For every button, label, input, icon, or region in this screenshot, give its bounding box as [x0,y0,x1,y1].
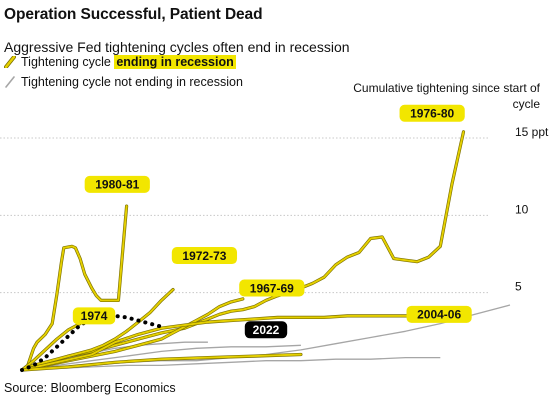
series-label-text-2022: 2022 [253,323,280,337]
series-label-text-1976-80: 1976-80 [410,107,454,121]
legend-label-non-recession: Tightening cycle not ending in recession [21,75,243,89]
series-line-unlabeled-6 [21,353,302,371]
series-line-outline-1976-80 [20,130,466,372]
series-line-2004-06 [21,314,442,371]
series-label-bg-1967-69 [239,279,305,297]
series-label-text-2004-06: 2004-06 [417,308,461,322]
chart-subtitle: Aggressive Fed tightening cycles often e… [4,39,350,55]
series-label-1972-73: 1972-73 [171,247,238,265]
series-label-1974: 1974 [72,307,116,325]
series-line-non-recession-8 [21,344,301,371]
source-note: Source: Bloomberg Economics [4,381,176,395]
series-label-bg-2004-06 [406,305,472,323]
series-label-bg-1980-81 [84,175,150,193]
legend-swatch-recession-icon [4,56,16,68]
series-label-bg-2022 [244,321,288,339]
y-axis-label: Cumulative tightening since start of cyc… [353,81,540,111]
legend-item-recession: Tightening cycle ending in recession [4,55,236,69]
series-line-1980-81 [21,205,128,371]
series-label-text-1974: 1974 [81,309,108,323]
y-tick-label-10: 10 [515,202,529,216]
legend-label-recession: Tightening cycle [21,55,115,69]
series-label-1967-69: 1967-69 [239,279,305,297]
series-label-text-1967-69: 1967-69 [250,281,294,295]
series-label-1976-80: 1976-80 [399,104,465,122]
legend-label-recession-highlight: ending in recession [114,55,236,69]
series-line-non-recession-10 [21,356,441,371]
series-label-bg-1974 [72,307,116,325]
legend-item-non-recession: Tightening cycle not ending in recession [4,75,243,89]
y-tick-label-5: 5 [515,280,522,294]
series-label-1980-81: 1980-81 [84,175,150,193]
series-label-bg-1972-73 [171,247,238,265]
series-line-1976-80 [21,130,465,371]
chart-title: Operation Successful, Patient Dead [4,6,263,23]
series-label-text-1972-73: 1972-73 [182,249,226,263]
series-label-bg-1976-80 [399,104,465,122]
series-line-1974 [21,322,82,371]
series-label-text-1980-81: 1980-81 [95,178,139,192]
legend-swatch-non-recession-icon [5,76,15,88]
series-label-2022: 2022 [244,321,288,339]
series-line-1972-73 [21,288,174,371]
y-tick-label-15: 15 ppt [515,125,549,139]
series-label-2004-06: 2004-06 [406,305,472,323]
